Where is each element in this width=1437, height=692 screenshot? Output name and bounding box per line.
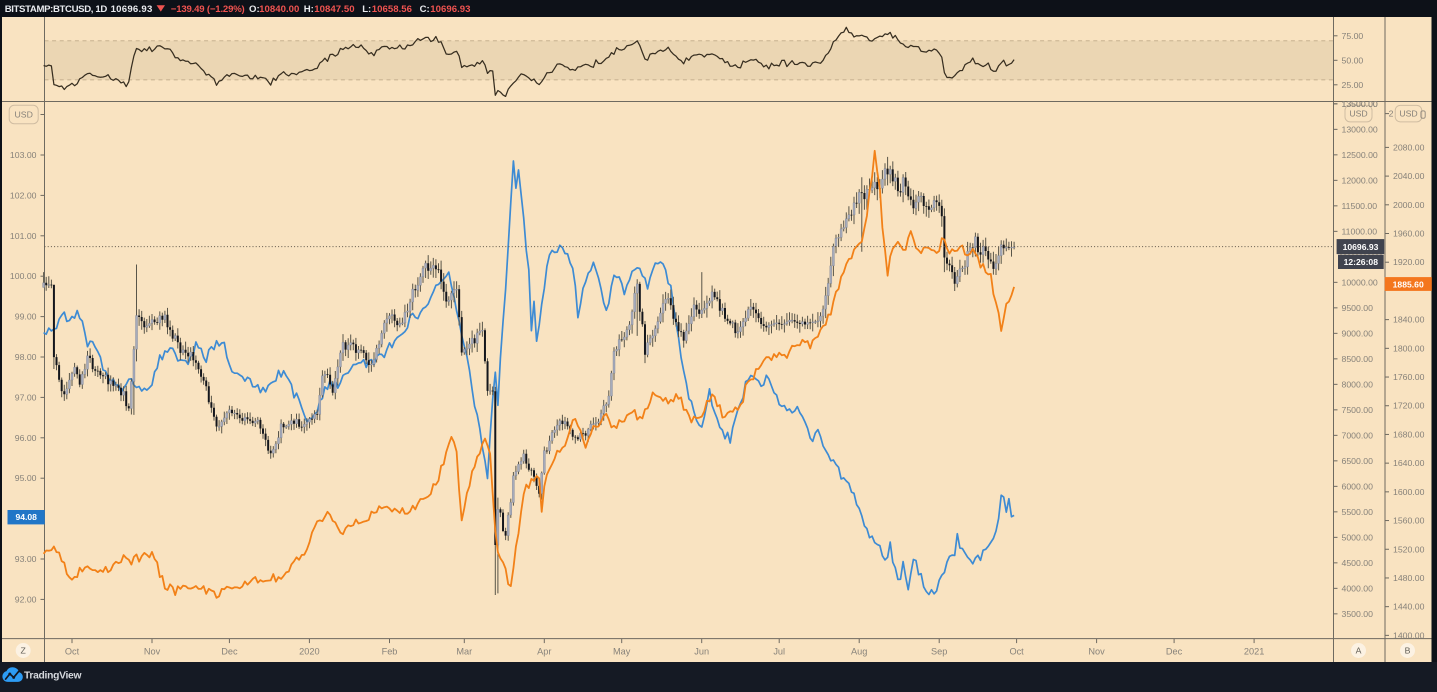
svg-text:B: B [1405, 646, 1411, 656]
svg-text:BITSTAMP:BTCUSD, 1D: BITSTAMP:BTCUSD, 1D [5, 4, 108, 15]
svg-text:6000.00: 6000.00 [1342, 481, 1374, 491]
svg-text:5500.00: 5500.00 [1342, 507, 1374, 517]
svg-text:USD: USD [1399, 109, 1417, 119]
svg-text:1480.00: 1480.00 [1393, 573, 1425, 583]
svg-text:75.00: 75.00 [1342, 31, 1364, 41]
svg-text:6500.00: 6500.00 [1342, 456, 1374, 466]
svg-text:1600.00: 1600.00 [1393, 487, 1425, 497]
svg-text:8500.00: 8500.00 [1342, 354, 1374, 364]
svg-text:1760.00: 1760.00 [1393, 372, 1425, 382]
svg-text:10000.00: 10000.00 [1342, 277, 1378, 287]
svg-text:12500.00: 12500.00 [1342, 150, 1378, 160]
svg-text:11500.00: 11500.00 [1342, 201, 1378, 211]
svg-text:1680.00: 1680.00 [1393, 429, 1425, 439]
svg-text:99.00: 99.00 [15, 312, 37, 322]
svg-text:Sep: Sep [931, 646, 947, 656]
svg-text:1800.00: 1800.00 [1393, 343, 1425, 353]
svg-text:95.00: 95.00 [15, 473, 37, 483]
svg-text:2000.00: 2000.00 [1393, 200, 1425, 210]
svg-text:Jul: Jul [773, 646, 785, 656]
svg-text:−139.49 (−1.29%): −139.49 (−1.29%) [171, 4, 245, 15]
svg-text:Aug: Aug [851, 646, 867, 656]
svg-text:96.00: 96.00 [15, 433, 37, 443]
svg-text:13000.00: 13000.00 [1342, 124, 1378, 134]
svg-text:9000.00: 9000.00 [1342, 328, 1374, 338]
svg-text:10840.00: 10840.00 [259, 4, 299, 15]
svg-text:98.00: 98.00 [15, 352, 37, 362]
svg-text:Mar: Mar [456, 646, 472, 656]
svg-text:97.00: 97.00 [15, 392, 37, 402]
svg-text:13500.00: 13500.00 [1342, 99, 1378, 109]
svg-text:1440.00: 1440.00 [1393, 602, 1425, 612]
svg-text:H:: H: [304, 4, 314, 15]
svg-text:9500.00: 9500.00 [1342, 303, 1374, 313]
svg-text:USD: USD [1349, 109, 1367, 119]
svg-text:May: May [613, 646, 631, 656]
svg-text:93.00: 93.00 [15, 554, 37, 564]
svg-text:1885.60: 1885.60 [1393, 279, 1424, 289]
svg-text:2080.00: 2080.00 [1393, 142, 1425, 152]
svg-text:7500.00: 7500.00 [1342, 405, 1374, 415]
svg-text:100.00: 100.00 [10, 271, 37, 281]
svg-text:USD: USD [15, 110, 33, 120]
svg-text:L:: L: [362, 4, 371, 15]
svg-text:94.08: 94.08 [15, 512, 37, 522]
svg-text:10696.93: 10696.93 [1343, 242, 1379, 252]
svg-text:1920.00: 1920.00 [1393, 257, 1425, 267]
svg-text:Apr: Apr [537, 646, 551, 656]
svg-text:1520.00: 1520.00 [1393, 544, 1425, 554]
svg-text:10696.93: 10696.93 [430, 4, 470, 15]
svg-text:A: A [1356, 646, 1362, 656]
svg-text:2: 2 [1389, 109, 1394, 119]
svg-text:10696.93: 10696.93 [111, 4, 153, 15]
svg-text:8000.00: 8000.00 [1342, 379, 1374, 389]
svg-text:Dec: Dec [1166, 646, 1183, 656]
svg-text:Nov: Nov [1088, 646, 1105, 656]
svg-text:Z: Z [21, 646, 27, 656]
svg-text:Oct: Oct [65, 646, 80, 656]
svg-text:5000.00: 5000.00 [1342, 532, 1374, 542]
svg-text:50.00: 50.00 [1342, 55, 1364, 65]
svg-text:25.00: 25.00 [1342, 80, 1364, 90]
svg-text:Jun: Jun [694, 646, 709, 656]
svg-text:103.00: 103.00 [10, 150, 37, 160]
svg-text:2020: 2020 [299, 646, 319, 656]
svg-text:Dec: Dec [221, 646, 238, 656]
svg-text:4000.00: 4000.00 [1342, 583, 1374, 593]
svg-text:2021: 2021 [1244, 646, 1264, 656]
svg-text:TradingView: TradingView [24, 671, 82, 682]
svg-text:10847.50: 10847.50 [314, 4, 354, 15]
svg-text:12000.00: 12000.00 [1342, 175, 1378, 185]
svg-text:C:: C: [420, 4, 430, 15]
svg-text:O:: O: [249, 4, 260, 15]
svg-text:12:26:08: 12:26:08 [1344, 257, 1379, 267]
svg-text:7000.00: 7000.00 [1342, 430, 1374, 440]
svg-text:Feb: Feb [382, 646, 398, 656]
svg-text:13500.00: 13500.00 [1342, 99, 1378, 109]
svg-text:1400.00: 1400.00 [1393, 630, 1425, 640]
svg-text:101.00: 101.00 [10, 231, 37, 241]
svg-text:3500.00: 3500.00 [1342, 609, 1374, 619]
svg-text:11000.00: 11000.00 [1342, 226, 1378, 236]
svg-text:92.00: 92.00 [15, 594, 37, 604]
svg-text:1640.00: 1640.00 [1393, 458, 1425, 468]
svg-text:2040.00: 2040.00 [1393, 171, 1425, 181]
svg-text:1840.00: 1840.00 [1393, 315, 1425, 325]
svg-text:4500.00: 4500.00 [1342, 558, 1374, 568]
svg-text:1560.00: 1560.00 [1393, 516, 1425, 526]
svg-text:1720.00: 1720.00 [1393, 401, 1425, 411]
svg-text:Nov: Nov [144, 646, 161, 656]
svg-text:Oct: Oct [1009, 646, 1024, 656]
svg-text:1960.00: 1960.00 [1393, 229, 1425, 239]
svg-text:10658.56: 10658.56 [372, 4, 412, 15]
svg-text:102.00: 102.00 [10, 190, 37, 200]
